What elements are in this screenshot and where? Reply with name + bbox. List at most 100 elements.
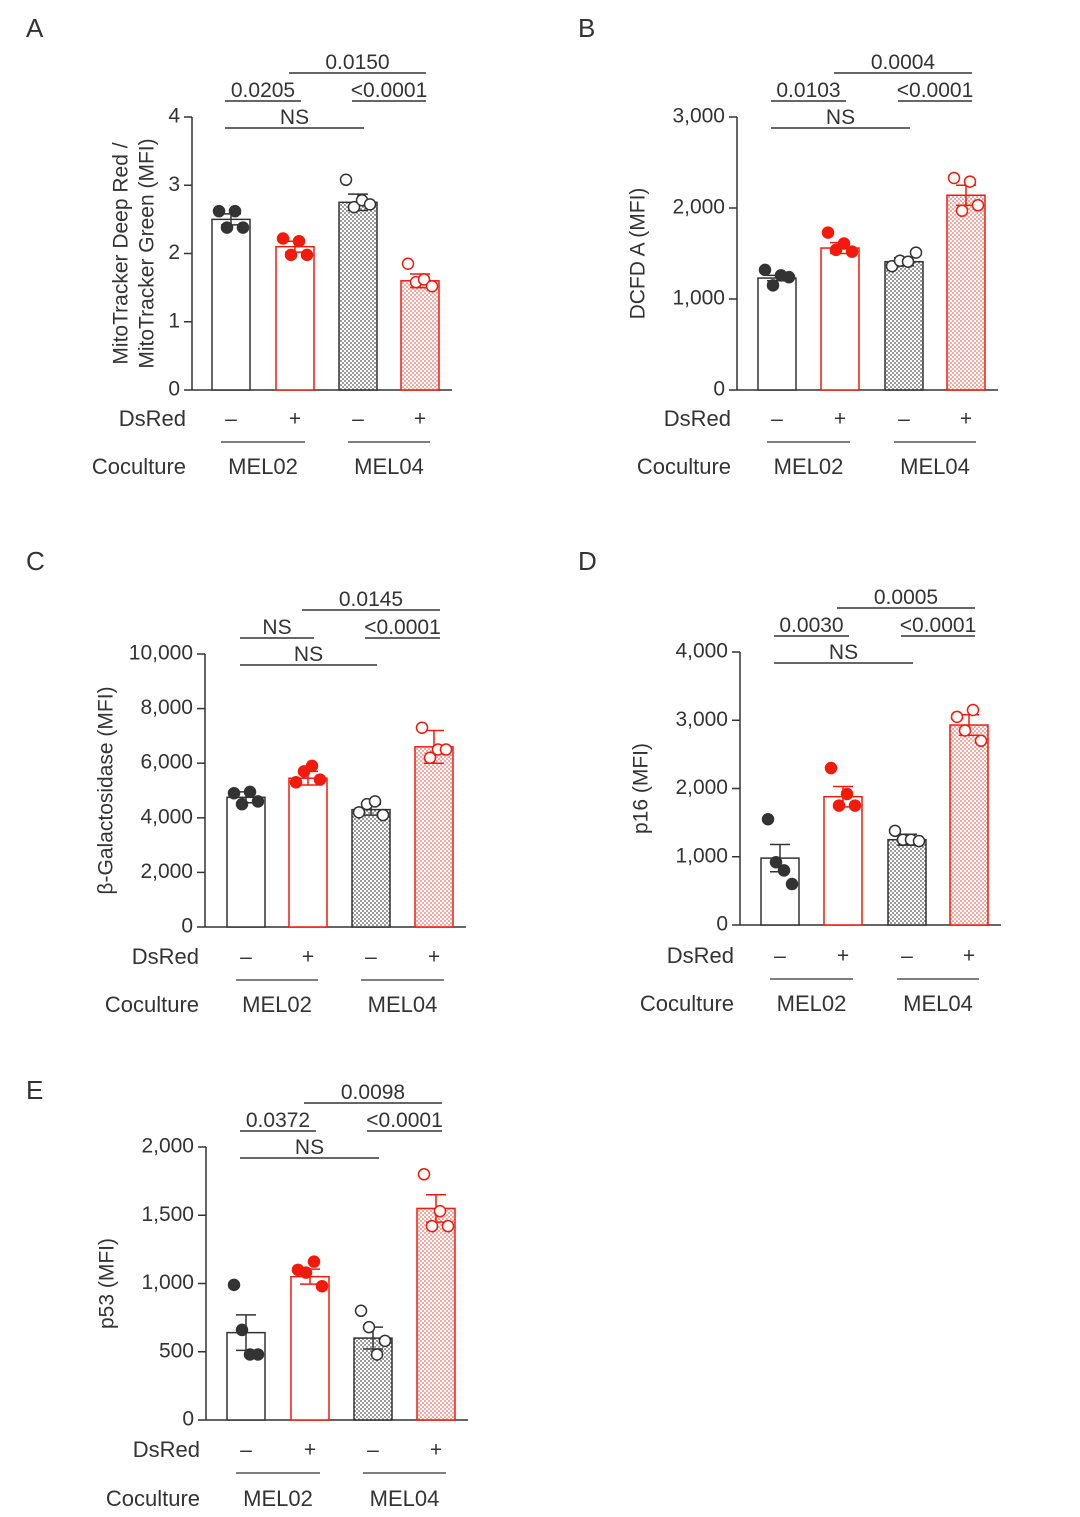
bar bbox=[275, 245, 315, 391]
y-tick-label: 3,000 bbox=[672, 105, 725, 128]
data-point bbox=[347, 200, 361, 214]
panel-c: C 0 2,000 4,000 6,000 8,000 10,000 β-Galactosid… bbox=[26, 546, 466, 1017]
bar bbox=[226, 796, 266, 928]
data-point bbox=[227, 1278, 241, 1292]
data-point bbox=[354, 1304, 368, 1318]
data-point bbox=[235, 797, 249, 811]
data-point bbox=[955, 204, 969, 217]
data-point bbox=[251, 795, 265, 808]
data-point bbox=[425, 280, 439, 293]
data-point bbox=[299, 1266, 313, 1279]
coculture-group-label: MEL04 bbox=[900, 454, 970, 479]
dsred-sign: – bbox=[771, 408, 783, 431]
bar bbox=[757, 277, 797, 391]
data-point bbox=[289, 776, 303, 789]
dsred-sign: + bbox=[289, 408, 301, 431]
dsred-sign: – bbox=[240, 946, 252, 969]
coculture-label: Coculture bbox=[92, 454, 186, 479]
data-point bbox=[315, 1279, 329, 1293]
data-point bbox=[782, 270, 796, 284]
dsred-label: DsRed bbox=[133, 1437, 200, 1462]
y-tick-label: 4,000 bbox=[675, 640, 728, 663]
data-point bbox=[292, 234, 306, 248]
data-point bbox=[212, 204, 226, 218]
data-point bbox=[971, 199, 985, 212]
panel-letter: A bbox=[26, 13, 44, 43]
data-point bbox=[912, 834, 926, 848]
dsred-label: DsRed bbox=[667, 943, 734, 968]
coculture-label: Coculture bbox=[105, 992, 199, 1017]
bar bbox=[946, 194, 986, 391]
panel-a: A 0 1 2 3 4 MitoTracker Deep Red / MitoTracker … bbox=[26, 13, 452, 479]
y-tick-label: 0 bbox=[716, 913, 728, 936]
significance-label: 0.0103 bbox=[776, 79, 840, 102]
panel-b: B 0 1,000 2,000 3,000 DCFD A (MFI) 0.0004 0.010… bbox=[578, 13, 998, 479]
y-tick-label: 500 bbox=[159, 1339, 194, 1362]
bar bbox=[949, 724, 989, 926]
data-point bbox=[837, 237, 851, 250]
data-point bbox=[441, 1219, 455, 1233]
significance-label: NS bbox=[829, 641, 858, 664]
significance-label: NS bbox=[280, 106, 309, 129]
data-point bbox=[966, 703, 980, 717]
y-tick-label: 1,500 bbox=[141, 1203, 194, 1226]
data-point bbox=[370, 1348, 384, 1361]
y-tick-label: 1 bbox=[168, 309, 180, 332]
bar bbox=[288, 777, 328, 928]
dsred-sign: – bbox=[352, 408, 364, 431]
y-tick-label: 2,000 bbox=[675, 776, 728, 799]
bar bbox=[211, 218, 251, 391]
significance-label: <0.0001 bbox=[900, 614, 977, 637]
y-axis-label: MitoTracker Deep Red / bbox=[110, 142, 133, 364]
data-point bbox=[313, 773, 327, 786]
dsred-label: DsRed bbox=[119, 406, 186, 431]
bar bbox=[290, 1275, 330, 1421]
data-point bbox=[829, 243, 843, 257]
panel-letter: C bbox=[26, 546, 45, 576]
data-point bbox=[947, 171, 961, 185]
dsred-sign: + bbox=[428, 946, 440, 969]
data-point bbox=[848, 799, 862, 812]
data-point bbox=[362, 1320, 376, 1334]
y-axis-label: MitoTracker Green (MFI) bbox=[136, 138, 159, 368]
significance-label: 0.0150 bbox=[325, 51, 389, 74]
significance-label: 0.0372 bbox=[246, 1109, 310, 1132]
bar bbox=[226, 1331, 266, 1421]
dsred-sign: + bbox=[960, 408, 972, 431]
y-tick-label: 0 bbox=[182, 1408, 194, 1431]
significance-label: NS bbox=[826, 106, 855, 129]
y-tick-label: 2,000 bbox=[140, 860, 193, 883]
coculture-group-label: MEL04 bbox=[368, 992, 438, 1017]
data-point bbox=[417, 273, 431, 286]
y-tick-label: 4,000 bbox=[140, 805, 193, 828]
data-point bbox=[276, 232, 290, 245]
data-point bbox=[227, 786, 241, 800]
significance-label: <0.0001 bbox=[897, 79, 974, 102]
significance-label: <0.0001 bbox=[364, 616, 441, 639]
bar bbox=[823, 795, 863, 926]
bar bbox=[884, 260, 924, 391]
data-point bbox=[777, 864, 791, 877]
panel-letter: B bbox=[578, 13, 595, 43]
bar bbox=[887, 838, 927, 926]
coculture-group-label: MEL02 bbox=[243, 1486, 313, 1511]
data-point bbox=[974, 734, 988, 747]
significance-label: <0.0001 bbox=[366, 1109, 443, 1132]
data-point bbox=[433, 1204, 447, 1218]
data-point bbox=[423, 751, 437, 764]
coculture-label: Coculture bbox=[637, 454, 731, 479]
data-point bbox=[821, 226, 835, 239]
dsred-sign: – bbox=[774, 945, 786, 968]
data-point bbox=[236, 221, 250, 234]
coculture-group-label: MEL02 bbox=[777, 991, 847, 1016]
y-tick-label: 6,000 bbox=[140, 751, 193, 774]
data-point bbox=[352, 806, 366, 819]
data-point bbox=[888, 824, 902, 838]
y-axis-label: DCFD A (MFI) bbox=[627, 188, 650, 320]
data-point bbox=[339, 173, 353, 187]
data-point bbox=[307, 1255, 321, 1268]
bar bbox=[414, 746, 454, 928]
coculture-group-label: MEL04 bbox=[370, 1486, 440, 1511]
data-point bbox=[769, 855, 783, 869]
y-tick-label: 2,000 bbox=[672, 196, 725, 219]
